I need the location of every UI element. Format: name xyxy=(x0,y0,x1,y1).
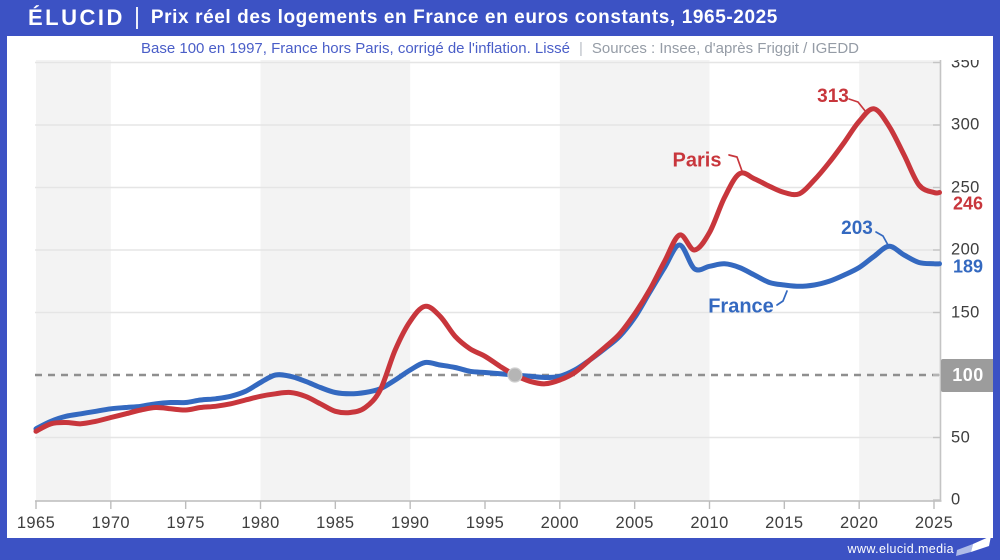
elucid-flag-icon xyxy=(956,536,991,556)
page-title: Prix réel des logements en France en eur… xyxy=(150,7,778,28)
decade-band xyxy=(859,60,940,501)
header-bar: ÉLUCID Prix réel des logements en France… xyxy=(0,0,1000,36)
paris-peak-value-connector xyxy=(848,98,867,113)
paris-series-label-connector xyxy=(728,154,743,172)
footer-url: www.elucid.media xyxy=(847,542,954,556)
base-point-dot xyxy=(507,367,523,383)
brand-logo: ÉLUCID xyxy=(28,5,125,30)
decade-band xyxy=(559,60,710,501)
paris-line xyxy=(33,106,942,434)
france-series-label-connector xyxy=(776,290,788,306)
subtitle-sources: Sources : Insee, d'après Friggit / IGEDD xyxy=(591,39,859,57)
page-border-right xyxy=(993,36,1000,560)
decade-band xyxy=(260,60,411,501)
page-border-left xyxy=(0,36,7,560)
subtitle-separator: | xyxy=(578,39,583,57)
france-peak-value-connector xyxy=(875,231,889,246)
subtitle-text: Base 100 en 1997, France hors Paris, cor… xyxy=(141,39,570,57)
base-100-badge: 100 xyxy=(941,359,995,392)
subtitle-bar: Base 100 en 1997, France hors Paris, cor… xyxy=(0,36,1000,60)
header-divider xyxy=(135,7,138,29)
decade-band xyxy=(36,60,111,501)
france-line xyxy=(33,242,942,432)
footer-bar: www.elucid.media xyxy=(0,538,1000,560)
